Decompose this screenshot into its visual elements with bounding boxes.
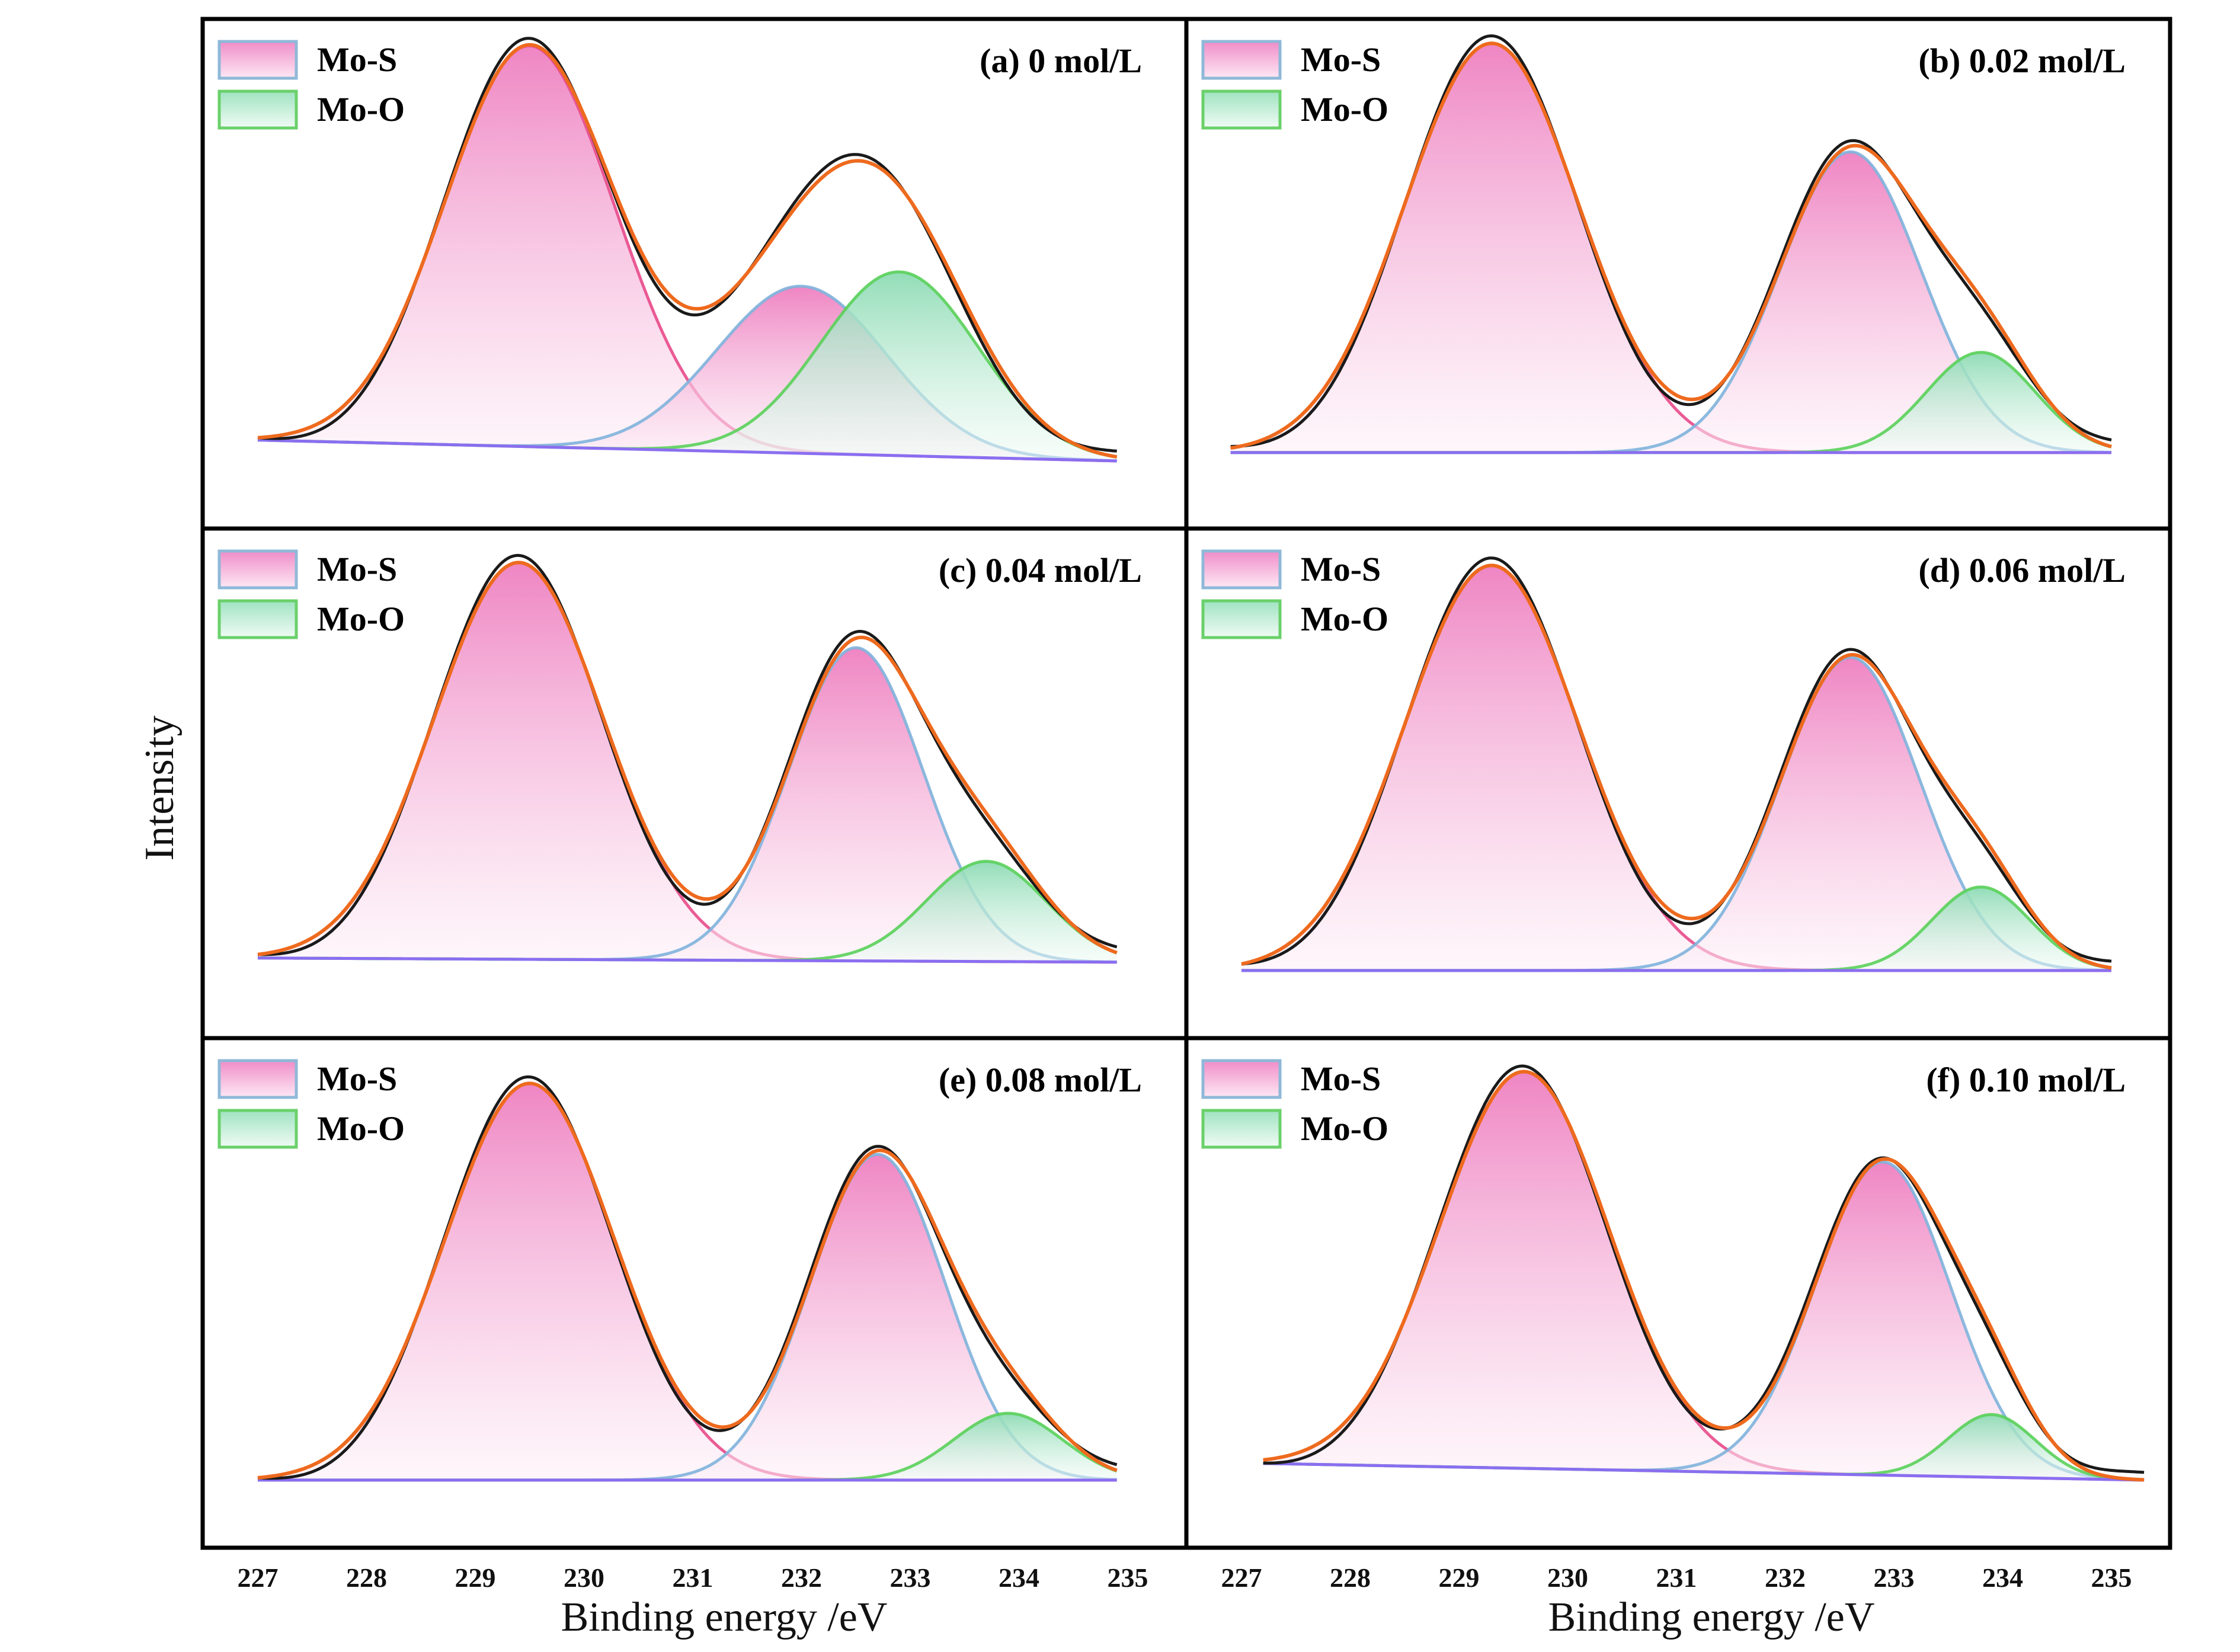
panel-a: Mo-S Mo-O (a) 0 mol/L xyxy=(217,37,1142,463)
x-axis-title-right: Binding energy /eV xyxy=(1548,1595,1875,1640)
legend-swatch-mo-o xyxy=(217,89,298,130)
x-tick-label: 233 xyxy=(1874,1563,1915,1593)
y-axis-title: Intensity xyxy=(137,716,183,861)
legend-label-mo-o: Mo-O xyxy=(1301,1109,1388,1148)
x-tick-label: 235 xyxy=(1108,1563,1148,1593)
envelope-fit-line xyxy=(1230,41,2112,450)
legend-label-mo-s: Mo-S xyxy=(1301,550,1381,588)
legend-swatch-mo-s xyxy=(1201,40,1282,80)
x-axis-title-left: Binding energy /eV xyxy=(561,1595,888,1640)
envelope-fit-line xyxy=(257,43,1118,459)
x-tick-label: 229 xyxy=(1439,1563,1480,1593)
x-tick-label: 229 xyxy=(455,1563,496,1593)
peak-fill-mo-s-1 xyxy=(258,1083,1117,1480)
legend-swatch-mo-s xyxy=(1201,549,1282,590)
panel-title: (b) 0.02 mol/L xyxy=(1918,41,2126,80)
legend-swatch-mo-o xyxy=(217,1109,298,1149)
panel-c: Mo-S Mo-O (c) 0.04 mol/L xyxy=(217,549,1142,964)
envelope-fit-line xyxy=(257,1081,1118,1480)
legend-swatch-mo-s xyxy=(217,1059,298,1099)
panel-title: (a) 0 mol/L xyxy=(980,41,1142,80)
x-tick-label: 233 xyxy=(890,1563,931,1593)
legend-swatch-mo-s xyxy=(217,40,298,80)
peak-fill-mo-s-1 xyxy=(1230,43,2111,453)
x-tick-label: 232 xyxy=(781,1563,822,1593)
x-tick-label: 228 xyxy=(1330,1563,1371,1593)
panel-title: (f) 0.10 mol/L xyxy=(1926,1061,2126,1099)
peak-fill-mo-s-2 xyxy=(258,1154,1117,1480)
legend-swatch-mo-o xyxy=(217,599,298,639)
x-tick-labels-left: 227 228 229 230 231 232 233 234 235 xyxy=(238,1563,1148,1593)
x-tick-label: 230 xyxy=(564,1563,604,1593)
peak-fill-mo-o xyxy=(258,861,1117,962)
peak-fill-mo-o xyxy=(1241,887,2111,971)
x-tick-label: 232 xyxy=(1765,1563,1806,1593)
legend-label-mo-s: Mo-S xyxy=(317,550,397,588)
x-tick-label: 227 xyxy=(238,1563,279,1593)
peak-fill-mo-s-2 xyxy=(1241,657,2111,971)
peak-fill-mo-s-2 xyxy=(258,648,1117,962)
legend-label-mo-o: Mo-O xyxy=(317,600,405,638)
peak-fill-mo-s-1 xyxy=(258,562,1117,962)
legend-label-mo-o: Mo-O xyxy=(317,1109,405,1148)
baseline-line xyxy=(257,956,1117,964)
panel-title: (c) 0.04 mol/L xyxy=(939,551,1142,590)
panel-f: Mo-S Mo-O (f) 0.10 mol/L xyxy=(1201,1059,2145,1482)
legend-swatch-mo-s xyxy=(217,549,298,590)
legend-label-mo-s: Mo-S xyxy=(317,1059,397,1098)
legend-label-mo-o: Mo-O xyxy=(317,90,405,129)
legend-swatch-mo-o xyxy=(1201,89,1282,130)
panel-title: (d) 0.06 mol/L xyxy=(1918,551,2126,590)
envelope-fit-line xyxy=(257,561,1118,956)
peak-fill-mo-o xyxy=(258,271,1117,461)
legend-swatch-mo-o xyxy=(1201,599,1282,639)
x-tick-label: 234 xyxy=(1982,1563,2023,1593)
legend-label-mo-s: Mo-S xyxy=(1301,1059,1381,1098)
panel-e: Mo-S Mo-O (e) 0.08 mol/L xyxy=(217,1059,1142,1482)
envelope-fit-line xyxy=(1241,564,2112,970)
x-tick-labels-right: 227 228 229 230 231 232 233 234 235 xyxy=(1221,1563,2132,1593)
x-tick-label: 228 xyxy=(346,1563,387,1593)
panel-b: Mo-S Mo-O (b) 0.02 mol/L xyxy=(1201,34,2126,454)
panel-d: Mo-S Mo-O (d) 0.06 mol/L xyxy=(1201,549,2126,972)
peak-fill-mo-s-2 xyxy=(1230,152,2111,453)
peak-fill-mo-s-2 xyxy=(1263,1162,2145,1480)
x-tick-label: 234 xyxy=(999,1563,1039,1593)
panels-layer: Mo-S Mo-O (a) 0 mol/L Mo-S Mo-O (b) 0.02 mol/… xyxy=(217,34,2145,1482)
peak-fill-mo-s-1 xyxy=(1263,1071,2145,1480)
envelope-fit-line xyxy=(1263,1070,2145,1482)
legend-swatch-mo-s xyxy=(1201,1059,1282,1099)
baseline-line xyxy=(1263,1462,2145,1482)
baseline-line xyxy=(257,438,1117,463)
legend-label-mo-o: Mo-O xyxy=(1301,600,1388,638)
legend-swatch-mo-o xyxy=(1201,1109,1282,1149)
x-tick-label: 231 xyxy=(673,1563,713,1593)
panel-title: (e) 0.08 mol/L xyxy=(939,1061,1142,1099)
x-tick-label: 227 xyxy=(1221,1563,1262,1593)
peak-fill-mo-s-1 xyxy=(258,46,1117,461)
x-tick-label: 235 xyxy=(2091,1563,2132,1593)
legend-label-mo-o: Mo-O xyxy=(1301,90,1388,129)
peak-fill-mo-o xyxy=(1263,1414,2145,1480)
x-tick-label: 230 xyxy=(1547,1563,1588,1593)
legend-label-mo-s: Mo-S xyxy=(1301,40,1381,79)
x-tick-label: 231 xyxy=(1656,1563,1697,1593)
peak-fill-mo-s-1 xyxy=(1241,565,2111,971)
legend-label-mo-s: Mo-S xyxy=(317,40,397,79)
